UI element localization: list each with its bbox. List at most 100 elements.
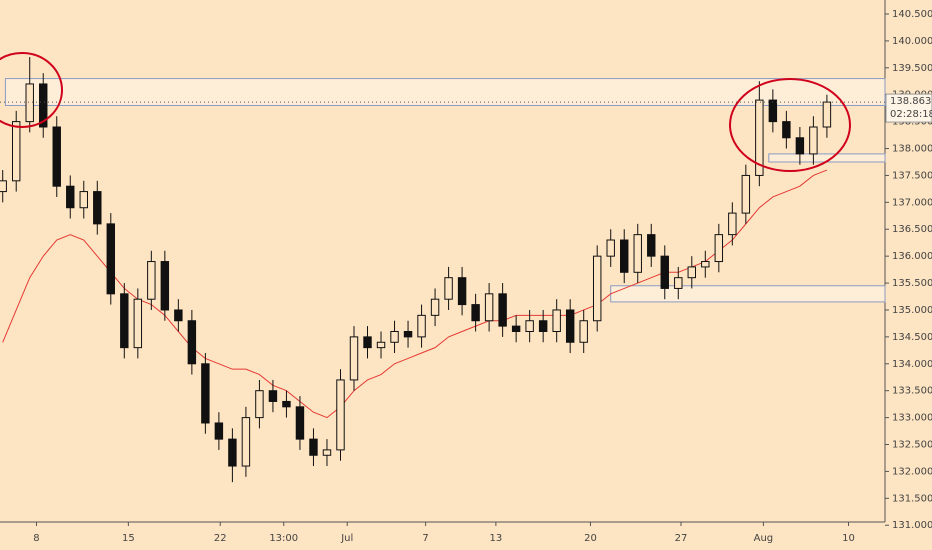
y-tick-label: 134.500 [892,332,932,343]
zone [610,285,886,303]
candle-body [11,121,21,182]
candle-body [768,99,778,123]
x-tick-label: 13 [490,533,503,544]
candle-body [322,449,332,456]
candle-body [93,191,102,225]
y-tick-label: 133.000 [892,413,932,424]
candle-body [174,309,183,322]
candle-body [457,277,467,306]
candle-body [687,266,697,279]
x-tick-label: 8 [33,533,39,544]
y-tick-label: 139.500 [892,63,932,74]
candle-body [363,336,372,349]
candle-body [228,438,237,467]
y-tick-label: 135.000 [892,305,932,316]
candle-body [39,83,48,128]
candle-body [255,390,264,419]
candle-body [795,137,805,155]
x-tick-label: 20 [584,533,597,544]
y-tick-label: 134.000 [892,359,932,370]
candle-body [349,336,359,381]
candle-body [552,309,561,332]
candle-body [79,191,88,209]
x-tick-label: Jul [340,533,353,544]
candle-body [403,330,413,338]
y-tick-label: 133.500 [892,386,932,397]
candle-body [417,314,426,338]
x-tick-label: 7 [422,533,428,544]
y-tick-label: 140.500 [892,9,932,20]
candle-body [525,320,534,332]
y-tick-label: 137.000 [892,197,932,208]
highlight-circle [729,78,851,172]
candle-body [52,126,61,187]
y-tick-label: 135.500 [892,278,932,289]
candle-body [309,438,318,456]
candle-body [511,325,521,332]
plot [0,57,886,483]
y-tick-label: 131.500 [892,493,932,504]
x-tick-label: 13:00 [269,533,298,544]
candle-body [376,341,386,349]
candle-body [714,234,724,263]
candle-body [471,304,480,322]
candle-body [214,422,224,440]
candle-body [133,298,143,349]
y-tick-label: 136.500 [892,224,932,235]
candle-body [728,212,737,236]
candle-body [809,126,818,155]
candle-body [674,277,683,289]
candle-body [120,293,129,349]
candle-body [822,101,832,128]
candle-body [336,379,345,451]
countdown-label: 02:28:18 [890,109,932,120]
candle-body [106,223,116,295]
y-tick-label: 138.000 [892,144,932,155]
x-tick-label: 27 [675,533,688,544]
last-price-tag [885,93,932,123]
candle-body [579,320,588,343]
y-tick-label: 132.500 [892,440,932,451]
candle-body [498,293,507,327]
candle-body [25,83,34,123]
candle-body [633,234,642,273]
candle-body [782,121,791,139]
x-tick-label: Aug [754,533,774,544]
candle-body [282,400,291,408]
candle-body [241,417,251,467]
x-tick-label: 22 [214,533,227,544]
candle-body [592,255,602,322]
candle-body [201,363,210,424]
highlight-circle [0,52,63,128]
candle-body [755,99,764,176]
candle-body [620,239,629,273]
candle-body [147,261,156,300]
candle-body [701,261,710,268]
candle-body [66,185,75,209]
candle-body [565,309,575,343]
candle-body [295,406,305,440]
candle-body [606,239,615,257]
candle-body [430,298,440,316]
candle-body [268,390,278,402]
candle-body [390,330,399,343]
y-tick-label: 137.500 [892,170,932,181]
candle-body [0,180,7,193]
candle-body [647,234,656,257]
y-tick-label: 131.000 [892,520,932,531]
candle-body [160,261,170,311]
zone [4,78,886,106]
x-tick-label: 10 [842,533,855,544]
last-price-label: 138.863 [890,96,931,107]
y-tick-label: 132.000 [892,466,932,477]
candle-body [538,320,548,332]
y-tick-label: 136.000 [892,251,932,262]
candle-body [187,320,197,365]
candle-body [660,255,669,289]
y-tick-label: 140.000 [892,36,932,47]
candle-body [484,293,494,322]
candle-body [444,277,453,300]
candle-body [741,174,751,214]
